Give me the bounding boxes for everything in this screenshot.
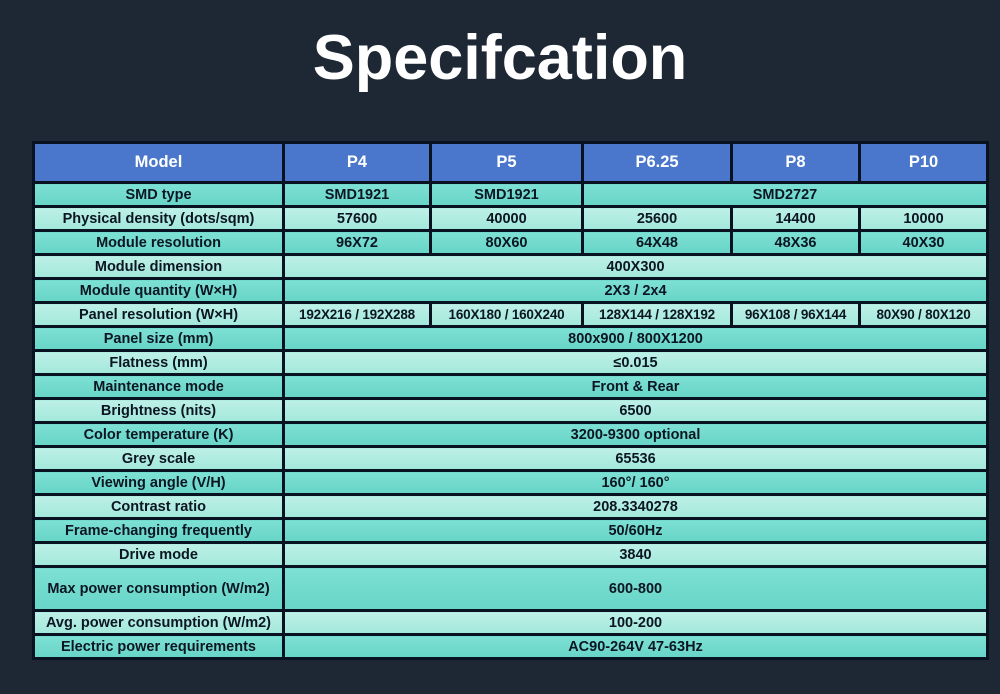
row-panel-size: Panel size (mm) 800x900 / 800X1200 — [32, 325, 989, 352]
row-value: Front & Rear — [282, 373, 989, 400]
row-flatness: Flatness (mm) ≤0.015 — [32, 349, 989, 376]
row-value: 40000 — [429, 205, 584, 232]
row-smd-type: SMD type SMD1921 SMD1921 SMD2727 — [32, 181, 989, 208]
spec-table: Model P4 P5 P6.25 P8 P10 SMD type SMD192… — [32, 141, 989, 660]
row-avg-power: Avg. power consumption (W/m2) 100-200 — [32, 609, 989, 636]
row-value: 25600 — [581, 205, 733, 232]
row-value: 10000 — [858, 205, 989, 232]
row-value: 64X48 — [581, 229, 733, 256]
row-frame-changing: Frame-changing frequently 50/60Hz — [32, 517, 989, 544]
row-label: Panel resolution (W×H) — [32, 301, 285, 328]
row-value: SMD1921 — [282, 181, 432, 208]
column-header-p10: P10 — [858, 141, 989, 184]
row-label: Color temperature (K) — [32, 421, 285, 448]
row-color-temperature: Color temperature (K) 3200-9300 optional — [32, 421, 989, 448]
row-value: 96X108 / 96X144 — [730, 301, 861, 328]
row-electric-power: Electric power requirements AC90-264V 47… — [32, 633, 989, 660]
row-value: 80X60 — [429, 229, 584, 256]
row-label: Panel size (mm) — [32, 325, 285, 352]
row-drive-mode: Drive mode 3840 — [32, 541, 989, 568]
row-label: Avg. power consumption (W/m2) — [32, 609, 285, 636]
row-value: 800x900 / 800X1200 — [282, 325, 989, 352]
row-label: Flatness (mm) — [32, 349, 285, 376]
row-module-resolution: Module resolution 96X72 80X60 64X48 48X3… — [32, 229, 989, 256]
row-maintenance-mode: Maintenance mode Front & Rear — [32, 373, 989, 400]
row-value: 96X72 — [282, 229, 432, 256]
row-label: Module dimension — [32, 253, 285, 280]
row-label: Brightness (nits) — [32, 397, 285, 424]
row-value: 3840 — [282, 541, 989, 568]
spec-table-container: Model P4 P5 P6.25 P8 P10 SMD type SMD192… — [32, 141, 989, 660]
row-panel-resolution: Panel resolution (W×H) 192X216 / 192X288… — [32, 301, 989, 328]
row-value: 128X144 / 128X192 — [581, 301, 733, 328]
row-brightness: Brightness (nits) 6500 — [32, 397, 989, 424]
row-max-power: Max power consumption (W/m2) 600-800 — [32, 565, 989, 612]
row-value: 65536 — [282, 445, 989, 472]
row-value: 160X180 / 160X240 — [429, 301, 584, 328]
column-header-p6-25: P6.25 — [581, 141, 733, 184]
row-value: 2X3 / 2x4 — [282, 277, 989, 304]
header-row: Model P4 P5 P6.25 P8 P10 — [32, 141, 989, 184]
row-viewing-angle: Viewing angle (V/H) 160°/ 160° — [32, 469, 989, 496]
row-value: 50/60Hz — [282, 517, 989, 544]
row-label: Physical density (dots/sqm) — [32, 205, 285, 232]
row-value: SMD1921 — [429, 181, 584, 208]
row-label: Module resolution — [32, 229, 285, 256]
row-label: Contrast ratio — [32, 493, 285, 520]
row-value: 48X36 — [730, 229, 861, 256]
row-label: Grey scale — [32, 445, 285, 472]
row-value: 600-800 — [282, 565, 989, 612]
row-value: 100-200 — [282, 609, 989, 636]
row-label: Max power consumption (W/m2) — [32, 565, 285, 612]
column-header-p5: P5 — [429, 141, 584, 184]
column-header-model: Model — [32, 141, 285, 184]
row-label: Module quantity (W×H) — [32, 277, 285, 304]
row-module-dimension: Module dimension 400X300 — [32, 253, 989, 280]
row-module-quantity: Module quantity (W×H) 2X3 / 2x4 — [32, 277, 989, 304]
row-value: 40X30 — [858, 229, 989, 256]
row-value: 3200-9300 optional — [282, 421, 989, 448]
row-value: 6500 — [282, 397, 989, 424]
row-value: 57600 — [282, 205, 432, 232]
column-header-p4: P4 — [282, 141, 432, 184]
row-value: 192X216 / 192X288 — [282, 301, 432, 328]
row-value: 160°/ 160° — [282, 469, 989, 496]
column-header-p8: P8 — [730, 141, 861, 184]
row-value: 14400 — [730, 205, 861, 232]
row-value: 208.3340278 — [282, 493, 989, 520]
page-title: Specifcation — [312, 23, 688, 93]
row-value: AC90-264V 47-63Hz — [282, 633, 989, 660]
row-physical-density: Physical density (dots/sqm) 57600 40000 … — [32, 205, 989, 232]
row-value: 400X300 — [282, 253, 989, 280]
row-value: 80X90 / 80X120 — [858, 301, 989, 328]
row-value: SMD2727 — [581, 181, 989, 208]
row-label: Electric power requirements — [32, 633, 285, 660]
row-contrast-ratio: Contrast ratio 208.3340278 — [32, 493, 989, 520]
row-label: Viewing angle (V/H) — [32, 469, 285, 496]
row-label: SMD type — [32, 181, 285, 208]
row-label: Maintenance mode — [32, 373, 285, 400]
row-label: Drive mode — [32, 541, 285, 568]
row-label: Frame-changing frequently — [32, 517, 285, 544]
row-value: ≤0.015 — [282, 349, 989, 376]
row-grey-scale: Grey scale 65536 — [32, 445, 989, 472]
